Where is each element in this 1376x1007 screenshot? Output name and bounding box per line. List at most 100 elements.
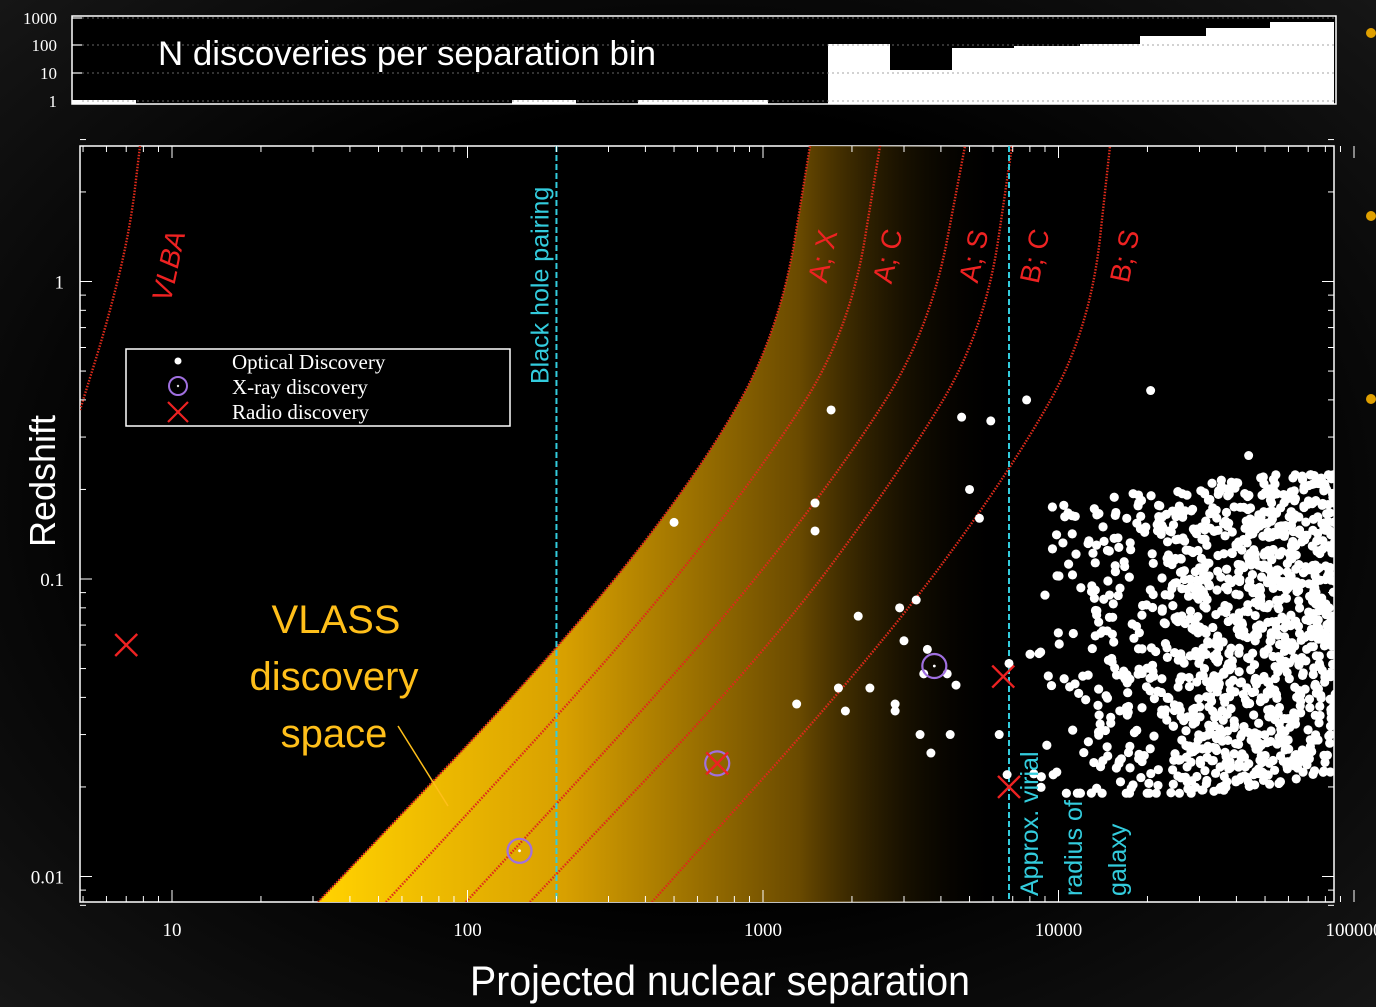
optical-cloud-point — [1247, 569, 1258, 580]
optical-point — [833, 683, 843, 693]
optical-cloud-point — [1228, 675, 1238, 685]
optical-cloud-point — [1325, 738, 1334, 748]
optical-cloud-point — [1221, 507, 1232, 518]
optical-cloud-point — [1277, 546, 1287, 557]
histogram-bar — [72, 100, 136, 104]
optical-cloud-point — [1312, 564, 1322, 574]
optical-cloud-point — [1255, 585, 1266, 595]
optical-cloud-point — [1139, 750, 1149, 761]
optical-cloud-point — [1100, 725, 1111, 736]
optical-cloud-point — [1123, 747, 1134, 758]
optical-cloud-point — [1319, 766, 1329, 776]
optical-cloud-point — [1260, 547, 1270, 558]
optical-cloud-point — [1291, 564, 1301, 574]
radio-point — [991, 664, 1016, 689]
x-tick-label: 10000 — [1035, 920, 1083, 941]
optical-cloud-point — [1094, 710, 1104, 720]
optical-cloud-point — [1258, 472, 1268, 482]
optical-cloud-point — [1215, 762, 1225, 772]
optical-cloud-point — [1326, 704, 1334, 715]
optical-cloud-point — [1087, 643, 1097, 654]
optical-cloud-point — [1307, 746, 1317, 757]
optical-cloud-point — [1274, 778, 1284, 789]
optical-cloud-point — [1074, 688, 1084, 698]
histogram-bar — [952, 48, 1014, 104]
optical-cloud-point — [1166, 788, 1176, 798]
optical-cloud-point — [1102, 545, 1113, 556]
histogram-bar — [1270, 22, 1334, 104]
optical-cloud-point — [1298, 568, 1309, 578]
optical-cloud-point — [1266, 636, 1276, 646]
resolution-curve — [317, 146, 812, 902]
optical-cloud-point — [1162, 537, 1173, 547]
optical-cloud-point — [1287, 492, 1297, 502]
optical-point — [911, 595, 921, 605]
histogram-bar — [890, 70, 952, 104]
optical-point — [1002, 770, 1012, 780]
optical-cloud-point — [1177, 611, 1187, 621]
resolution-curve — [385, 146, 882, 902]
optical-cloud-point — [1262, 578, 1273, 588]
optical-cloud-point — [1108, 612, 1118, 622]
optical-cloud-point — [1088, 548, 1098, 558]
optical-cloud-point — [1122, 513, 1132, 523]
optical-cloud-point — [1314, 718, 1324, 728]
optical-cloud-point — [1217, 736, 1227, 746]
optical-cloud-point — [1154, 517, 1164, 527]
optical-cloud-point — [1279, 531, 1289, 541]
optical-cloud-point — [1282, 559, 1292, 569]
optical-cloud-point — [1157, 674, 1167, 684]
optical-cloud-point — [1245, 698, 1255, 709]
optical-cloud-point — [1221, 607, 1231, 618]
optical-cloud-point — [1153, 500, 1164, 510]
optical-cloud-point — [1169, 705, 1179, 716]
histogram-bar — [1080, 44, 1140, 104]
optical-point — [994, 730, 1004, 740]
optical-cloud-point — [1233, 739, 1244, 749]
optical-point — [865, 683, 875, 693]
optical-point — [890, 699, 900, 709]
optical-cloud-point — [1202, 576, 1212, 586]
optical-cloud-point — [1173, 682, 1183, 692]
optical-point — [1022, 395, 1032, 405]
optical-cloud-point — [1109, 533, 1119, 543]
optical-cloud-point — [1234, 667, 1244, 677]
optical-cloud-point — [1277, 612, 1287, 622]
optical-cloud-point — [1070, 511, 1080, 522]
optical-cloud-point — [1304, 694, 1315, 704]
optical-cloud-point — [1296, 635, 1306, 645]
optical-cloud-point — [1262, 677, 1273, 687]
optical-cloud-point — [1111, 763, 1121, 773]
optical-cloud-point — [1294, 603, 1305, 613]
optical-cloud-point — [1113, 590, 1123, 601]
optical-cloud-point — [1280, 740, 1290, 750]
optical-cloud-point — [1233, 478, 1243, 488]
optical-cloud-point — [1178, 535, 1188, 545]
optical-cloud-point — [1284, 674, 1294, 684]
optical-cloud-point — [1137, 703, 1147, 713]
optical-cloud-point — [1325, 612, 1334, 622]
optical-cloud-point — [1182, 741, 1192, 751]
optical-cloud-point — [1249, 770, 1259, 780]
optical-cloud-point — [1291, 541, 1301, 551]
legend-radio-icon — [167, 401, 189, 423]
optical-cloud-point — [1067, 570, 1078, 580]
optical-cloud-point — [1072, 788, 1082, 798]
optical-cloud-point — [1123, 688, 1133, 698]
x-tick-label: 100000 — [1326, 920, 1376, 941]
optical-cloud-point — [1095, 628, 1106, 638]
optical-cloud-point — [1320, 672, 1330, 682]
optical-cloud-point — [1184, 672, 1194, 683]
optical-cloud-point — [1283, 583, 1293, 593]
optical-point — [853, 611, 863, 621]
optical-cloud-point — [1251, 622, 1262, 632]
resolution-curve — [529, 146, 1014, 902]
optical-cloud-point — [1234, 629, 1245, 640]
optical-cloud-point — [1188, 524, 1198, 534]
optical-cloud-point — [1185, 613, 1195, 624]
optical-cloud-point — [1168, 601, 1178, 611]
resolution-curve — [651, 146, 1112, 902]
optical-cloud-point — [1194, 694, 1204, 704]
optical-cloud-point — [1324, 568, 1334, 578]
optical-cloud-point — [1247, 687, 1257, 698]
